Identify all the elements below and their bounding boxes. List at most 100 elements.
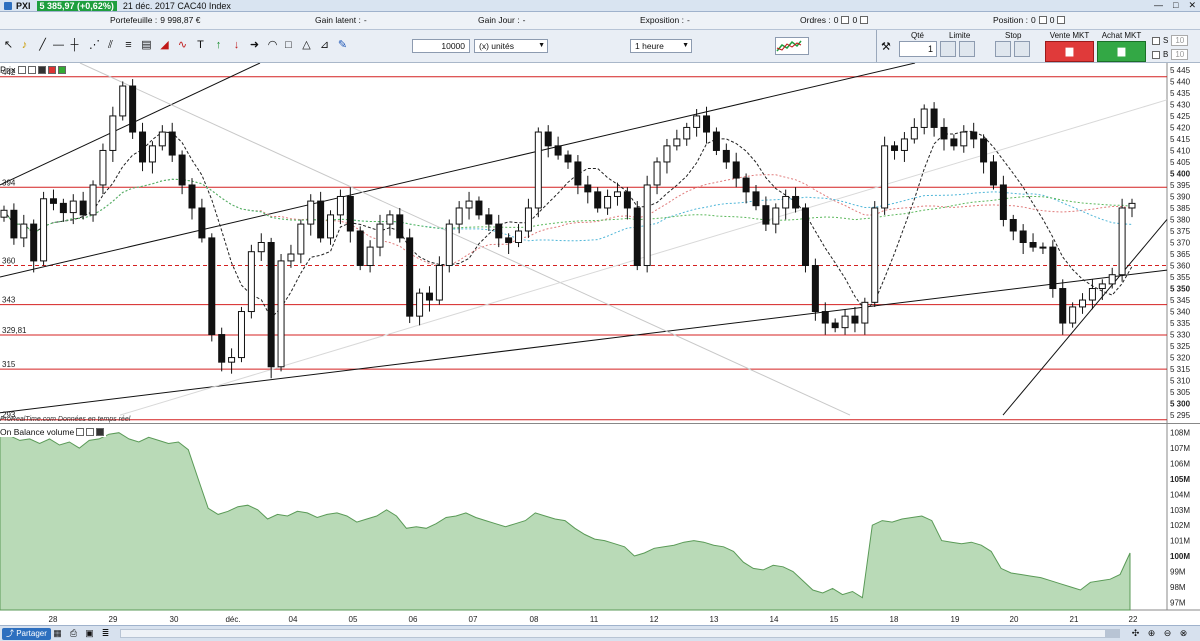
horizontal-line-icon[interactable]: — <box>53 39 64 51</box>
date-axis-tick: déc. <box>225 615 240 624</box>
candle-body <box>99 149 107 186</box>
price-axis-tick: 5 440 <box>1170 77 1191 86</box>
stop-buy-button[interactable] <box>995 41 1011 57</box>
candle-body <box>752 191 760 207</box>
curve-icon[interactable]: ◠ <box>267 39 278 51</box>
ellipse-icon[interactable]: ⊿ <box>319 39 330 51</box>
rectangle-icon[interactable]: □ <box>285 39 292 51</box>
panel-settings-icon[interactable] <box>17 66 26 74</box>
crosshair-icon[interactable]: ✣ <box>1131 628 1140 638</box>
text-icon[interactable]: T <box>197 39 204 51</box>
s-checkbox[interactable] <box>1152 36 1160 45</box>
sell-icon: ▆ <box>1065 46 1074 57</box>
arrow-right-icon[interactable]: ➜ <box>249 39 260 51</box>
print-icon[interactable]: ⎙ <box>69 628 78 638</box>
cursor-icon[interactable]: ↖ <box>3 39 14 51</box>
time-scrollbar[interactable] <box>120 629 1120 638</box>
candle-body <box>891 145 899 151</box>
price-axis-tick: 5 445 <box>1170 66 1191 75</box>
b-value[interactable]: 10 <box>1171 49 1189 60</box>
stop-sell-button[interactable] <box>1014 41 1030 57</box>
panel-maximize-icon[interactable] <box>27 66 36 74</box>
sell-market-button[interactable]: ▆ <box>1045 41 1094 62</box>
buy-market-button[interactable]: ▆ <box>1097 41 1146 62</box>
obv-maximize-icon[interactable] <box>86 427 95 436</box>
pattern-icon[interactable]: ◢ <box>160 39 169 51</box>
limit-buy-button[interactable] <box>940 41 956 57</box>
layout-icon[interactable]: ▦ <box>53 628 62 638</box>
unit-select[interactable]: (x) unités ▼ <box>474 39 548 53</box>
channel-icon[interactable]: ⫽ <box>108 39 113 51</box>
eraser-icon[interactable]: ▤ <box>141 39 152 51</box>
wrench-icon[interactable]: ⚒ <box>881 41 891 53</box>
qty-input[interactable]: 1 <box>899 41 937 57</box>
obv-close-icon[interactable] <box>96 427 105 436</box>
zoom-in-icon[interactable]: ⊕ <box>1147 628 1156 638</box>
day-gain-label: Gain Jour : <box>478 15 520 25</box>
alert-bell-icon[interactable]: ♪ <box>21 39 28 51</box>
level-label: 329,81 <box>2 326 27 335</box>
trendline <box>1002 219 1168 416</box>
timeframe-select[interactable]: 1 heure ▼ <box>630 39 692 53</box>
limit-label: Limite <box>949 31 971 40</box>
candle-body <box>811 265 819 313</box>
price-axis-tick: 5 365 <box>1170 250 1191 259</box>
unrealized-gain-value: - <box>363 15 367 25</box>
candle-body <box>1128 202 1136 209</box>
limit-sell-button[interactable] <box>959 41 975 57</box>
candle-body <box>505 237 513 243</box>
orders-checkbox[interactable] <box>841 16 850 24</box>
price-axis-tick: 5 310 <box>1170 377 1191 386</box>
scroll-thumb[interactable] <box>1105 630 1119 637</box>
candle-body <box>1069 306 1077 324</box>
window-controls: — □ ✕ <box>1154 0 1196 11</box>
candle-body <box>178 154 186 186</box>
close-button[interactable]: ✕ <box>1188 0 1196 10</box>
chevron-down-icon: ▼ <box>538 42 545 49</box>
triangle-icon[interactable]: △ <box>302 39 311 51</box>
share-button[interactable]: ⤴ Partager <box>2 628 51 640</box>
arrow-up-icon[interactable]: ↑ <box>215 39 222 51</box>
wave-icon[interactable]: ∿ <box>177 39 188 51</box>
vertical-line-icon[interactable]: ┼ <box>70 39 79 51</box>
obv-settings-icon[interactable] <box>76 427 85 436</box>
candle-body <box>930 108 938 128</box>
minimize-button[interactable]: — <box>1154 0 1164 10</box>
orders-checkbox-2[interactable] <box>860 16 869 24</box>
volume-axis-tick: 103M <box>1170 506 1190 515</box>
maximize-button[interactable]: □ <box>1173 0 1179 10</box>
orders-value: 0 <box>833 15 839 25</box>
price-axis-tick: 5 395 <box>1170 181 1191 190</box>
quantity-input[interactable]: 10000 <box>412 39 470 53</box>
price-axis-tick: 5 315 <box>1170 365 1191 374</box>
candle-body <box>10 209 18 239</box>
list-icon[interactable]: ≣ <box>101 628 110 638</box>
price-chart[interactable]: 5 445 5 440 5 435 5 430 5 425 5 420 5 415 5 410… <box>0 63 1200 625</box>
pen-icon[interactable]: ✎ <box>337 39 348 51</box>
arrow-down-icon[interactable]: ↓ <box>233 39 240 51</box>
trendline <box>0 269 1168 414</box>
position-checkbox[interactable] <box>1038 16 1047 24</box>
price-panel-label: Prix <box>0 65 16 75</box>
app-icon <box>4 1 12 10</box>
position-checkbox-2[interactable] <box>1057 16 1066 24</box>
zoom-out-icon[interactable]: ⊖ <box>1163 628 1172 638</box>
panel-remove-icon[interactable] <box>47 66 56 74</box>
trendline-icon[interactable]: ╱ <box>39 39 46 51</box>
s-value[interactable]: 10 <box>1171 35 1189 46</box>
candle-body <box>980 138 988 163</box>
volume-axis-tick: 105M <box>1170 475 1190 484</box>
chart-type-button[interactable] <box>775 37 809 55</box>
level-label: 442 <box>2 68 16 77</box>
fan-icon[interactable]: ⋰ <box>89 39 100 51</box>
candle-body <box>1118 207 1126 276</box>
exposure-cell: Exposition : - <box>640 15 690 25</box>
panel-close-icon[interactable] <box>37 66 46 74</box>
screenshot-icon[interactable]: ▣ <box>85 628 94 638</box>
candle-body <box>139 131 147 163</box>
portfolio-label: Portefeuille : <box>110 15 158 25</box>
zoom-reset-icon[interactable]: ⊗ <box>1179 628 1188 638</box>
b-checkbox[interactable] <box>1152 50 1160 59</box>
fibonacci-icon[interactable]: ≡ <box>125 39 132 51</box>
panel-add-icon[interactable] <box>57 66 66 74</box>
